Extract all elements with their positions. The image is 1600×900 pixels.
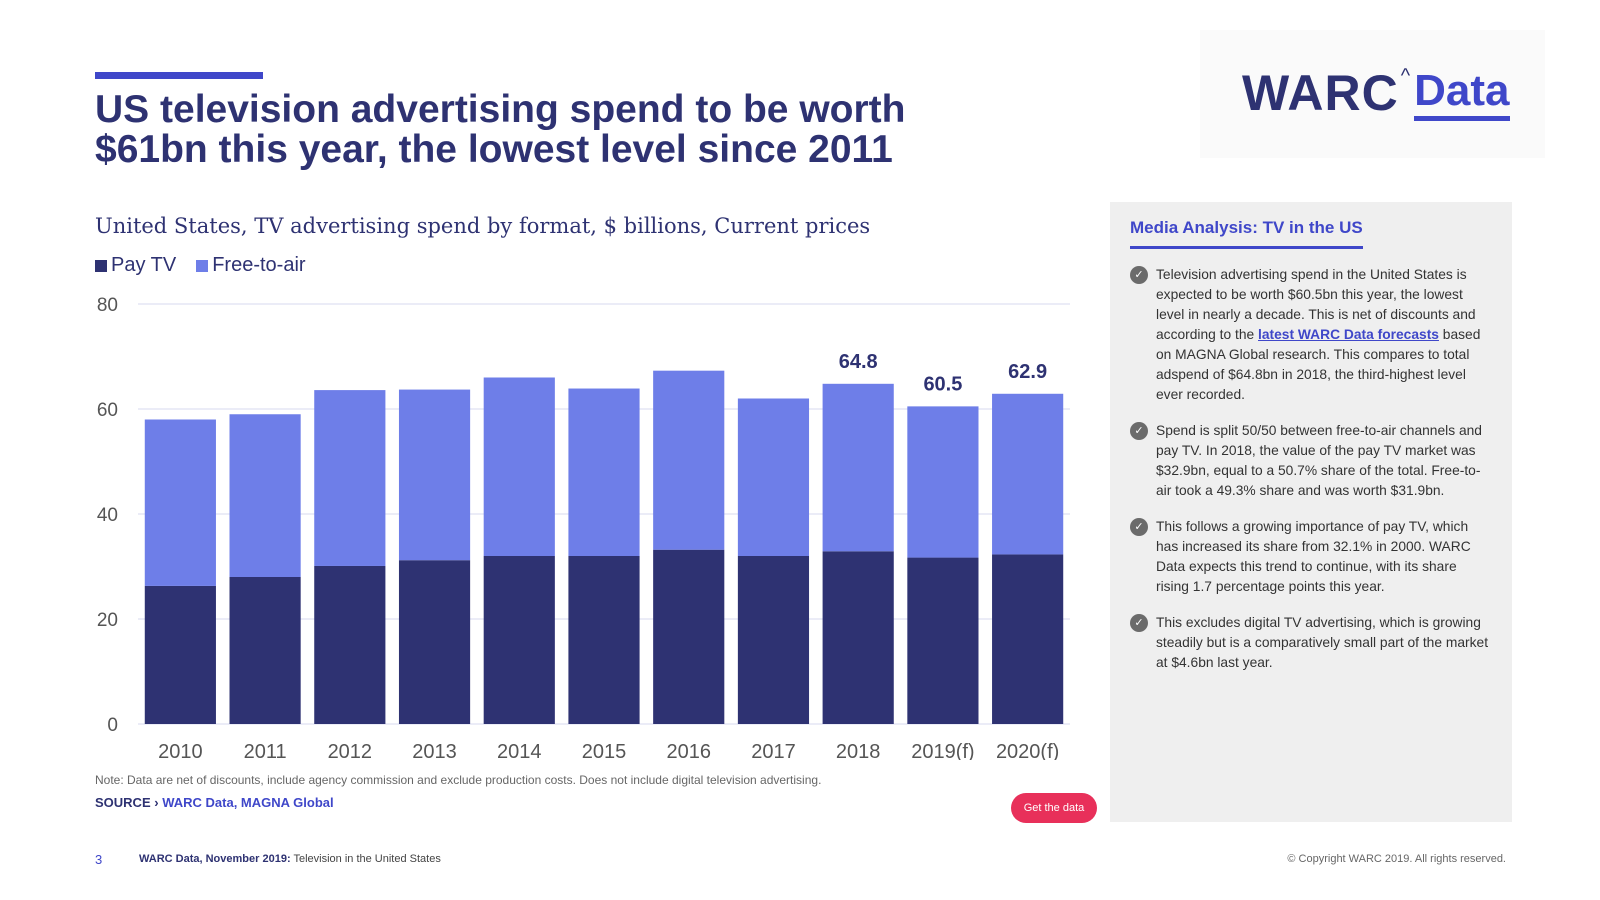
bar-free-to-air <box>822 383 894 552</box>
legend-label-pay-tv: Pay TV <box>111 254 177 276</box>
page-number: 3 <box>95 852 103 867</box>
bullet-text-part: based on MAGNA Global research. This com… <box>1156 327 1481 402</box>
legend-item-free-to-air: Free-to-air <box>196 254 306 277</box>
x-tick-label: 2011 <box>244 741 287 760</box>
legend-swatch-free-to-air <box>196 259 209 272</box>
x-tick-label: 2010 <box>158 741 203 760</box>
total-data-label: 64.8 <box>839 351 878 373</box>
bar-free-to-air <box>398 389 471 561</box>
x-tick-label: 2015 <box>582 741 627 760</box>
bar-free-to-air <box>568 388 640 556</box>
bar-free-to-air <box>992 393 1064 555</box>
page-title: US television advertising spend to be wo… <box>95 88 906 171</box>
y-tick-label: 80 <box>97 295 118 316</box>
analysis-panel: Media Analysis: TV in the US ✓ Televisio… <box>1110 202 1512 822</box>
bullet-text: Television advertising spend in the Unit… <box>1156 265 1492 405</box>
logo-warc-word: WARC <box>1242 65 1399 121</box>
x-tick-label: 2014 <box>497 741 541 760</box>
bar-pay-tv <box>737 556 810 724</box>
check-icon: ✓ <box>1130 266 1148 284</box>
total-data-label: 62.9 <box>1008 361 1047 383</box>
check-icon: ✓ <box>1130 422 1148 440</box>
analysis-bullet: ✓ Television advertising spend in the Un… <box>1130 265 1492 405</box>
logo-caret: ^ <box>1400 65 1411 87</box>
bar-free-to-air <box>314 390 386 566</box>
forecasts-link[interactable]: latest WARC Data forecasts <box>1258 327 1439 342</box>
chart-source: SOURCE › WARC Data, MAGNA Global <box>95 795 334 810</box>
check-icon: ✓ <box>1130 614 1148 632</box>
footer-description: Television in the United States <box>293 853 441 865</box>
bar-free-to-air <box>907 406 979 558</box>
legend-item-pay-tv: Pay TV <box>95 254 176 277</box>
x-tick-label: 2019(f) <box>911 741 974 760</box>
source-prefix: SOURCE › <box>95 795 159 810</box>
get-the-data-button[interactable]: Get the data <box>1011 793 1097 823</box>
bar-pay-tv <box>653 549 725 724</box>
bar-pay-tv <box>822 551 894 724</box>
source-link[interactable]: WARC Data, MAGNA Global <box>162 795 334 810</box>
x-tick-label: 2020(f) <box>996 741 1059 760</box>
bar-free-to-air <box>483 377 555 556</box>
bar-free-to-air <box>737 398 810 556</box>
analysis-bullet: ✓ Spend is split 50/50 between free-to-a… <box>1130 421 1492 501</box>
analysis-bullet: ✓ This follows a growing importance of p… <box>1130 517 1492 597</box>
logo-area <box>1200 30 1545 158</box>
title-accent-bar <box>95 72 263 79</box>
y-tick-label: 0 <box>107 715 118 736</box>
bar-pay-tv <box>398 560 471 724</box>
bar-pay-tv <box>144 585 216 724</box>
check-icon: ✓ <box>1130 518 1148 536</box>
analysis-bullet: ✓ This excludes digital TV advertising, … <box>1130 613 1492 673</box>
bar-pay-tv <box>907 557 979 724</box>
x-tick-label: 2013 <box>412 741 457 760</box>
legend-label-free-to-air: Free-to-air <box>212 254 306 276</box>
x-tick-label: 2012 <box>328 741 373 760</box>
logo-data-word: Data <box>1414 66 1510 121</box>
copyright: © Copyright WARC 2019. All rights reserv… <box>1287 853 1506 865</box>
bar-free-to-air <box>653 370 725 550</box>
footer-text: WARC Data, November 2019: Television in … <box>139 853 441 865</box>
x-tick-label: 2018 <box>836 741 881 760</box>
x-tick-label: 2016 <box>666 741 711 760</box>
total-data-label: 60.5 <box>923 373 962 395</box>
chart-note: Note: Data are net of discounts, include… <box>95 773 822 787</box>
legend-swatch-pay-tv <box>95 259 107 272</box>
y-tick-label: 20 <box>97 610 118 631</box>
bullet-text: Spend is split 50/50 between free-to-air… <box>1156 423 1482 498</box>
y-tick-label: 40 <box>97 505 118 526</box>
bar-pay-tv <box>568 556 640 724</box>
x-tick-label: 2017 <box>751 741 796 760</box>
bullet-text: This excludes digital TV advertising, wh… <box>1156 615 1489 670</box>
footer-label: WARC Data, November 2019: <box>139 853 291 865</box>
panel-title: Media Analysis: TV in the US <box>1130 218 1363 249</box>
bar-pay-tv <box>992 554 1064 724</box>
bar-pay-tv <box>483 556 555 724</box>
stacked-bar-chart: 0 20 40 60 80 2010 2011 2012 2013 2014 2015 2016 201… <box>97 295 1070 760</box>
bar-pay-tv <box>314 565 386 724</box>
bar-pay-tv <box>229 577 301 724</box>
chart-legend: Pay TV Free-to-air <box>95 254 306 277</box>
bar-free-to-air <box>144 419 216 586</box>
bar-free-to-air <box>229 414 301 577</box>
y-tick-label: 60 <box>97 400 118 421</box>
bullet-text: This follows a growing importance of pay… <box>1156 519 1471 594</box>
warc-data-logo: WARC ^ Data <box>1242 66 1510 122</box>
bullet-text-part: Television advertising spend in the Unit… <box>1156 267 1476 342</box>
chart-title: United States, TV advertising spend by f… <box>95 214 871 238</box>
